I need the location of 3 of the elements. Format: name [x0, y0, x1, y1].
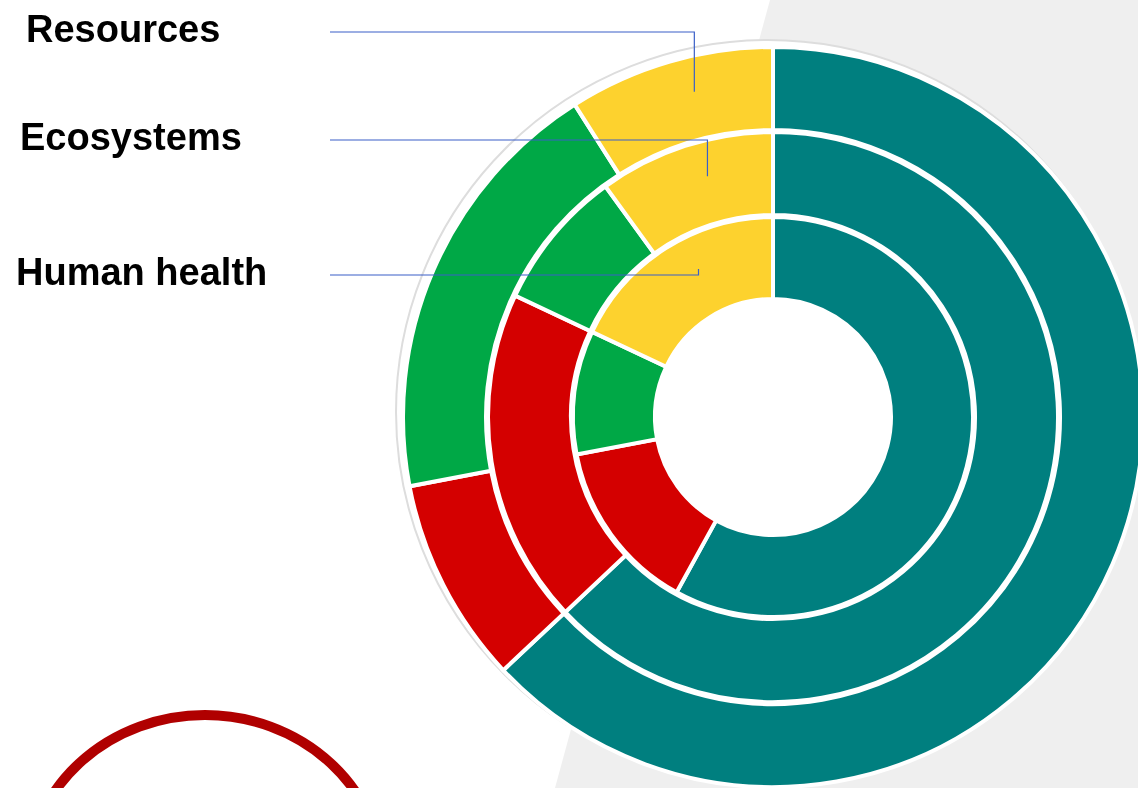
text: Human health	[16, 251, 268, 294]
text: Resources	[26, 8, 221, 51]
text: Ecosystems	[20, 116, 242, 159]
